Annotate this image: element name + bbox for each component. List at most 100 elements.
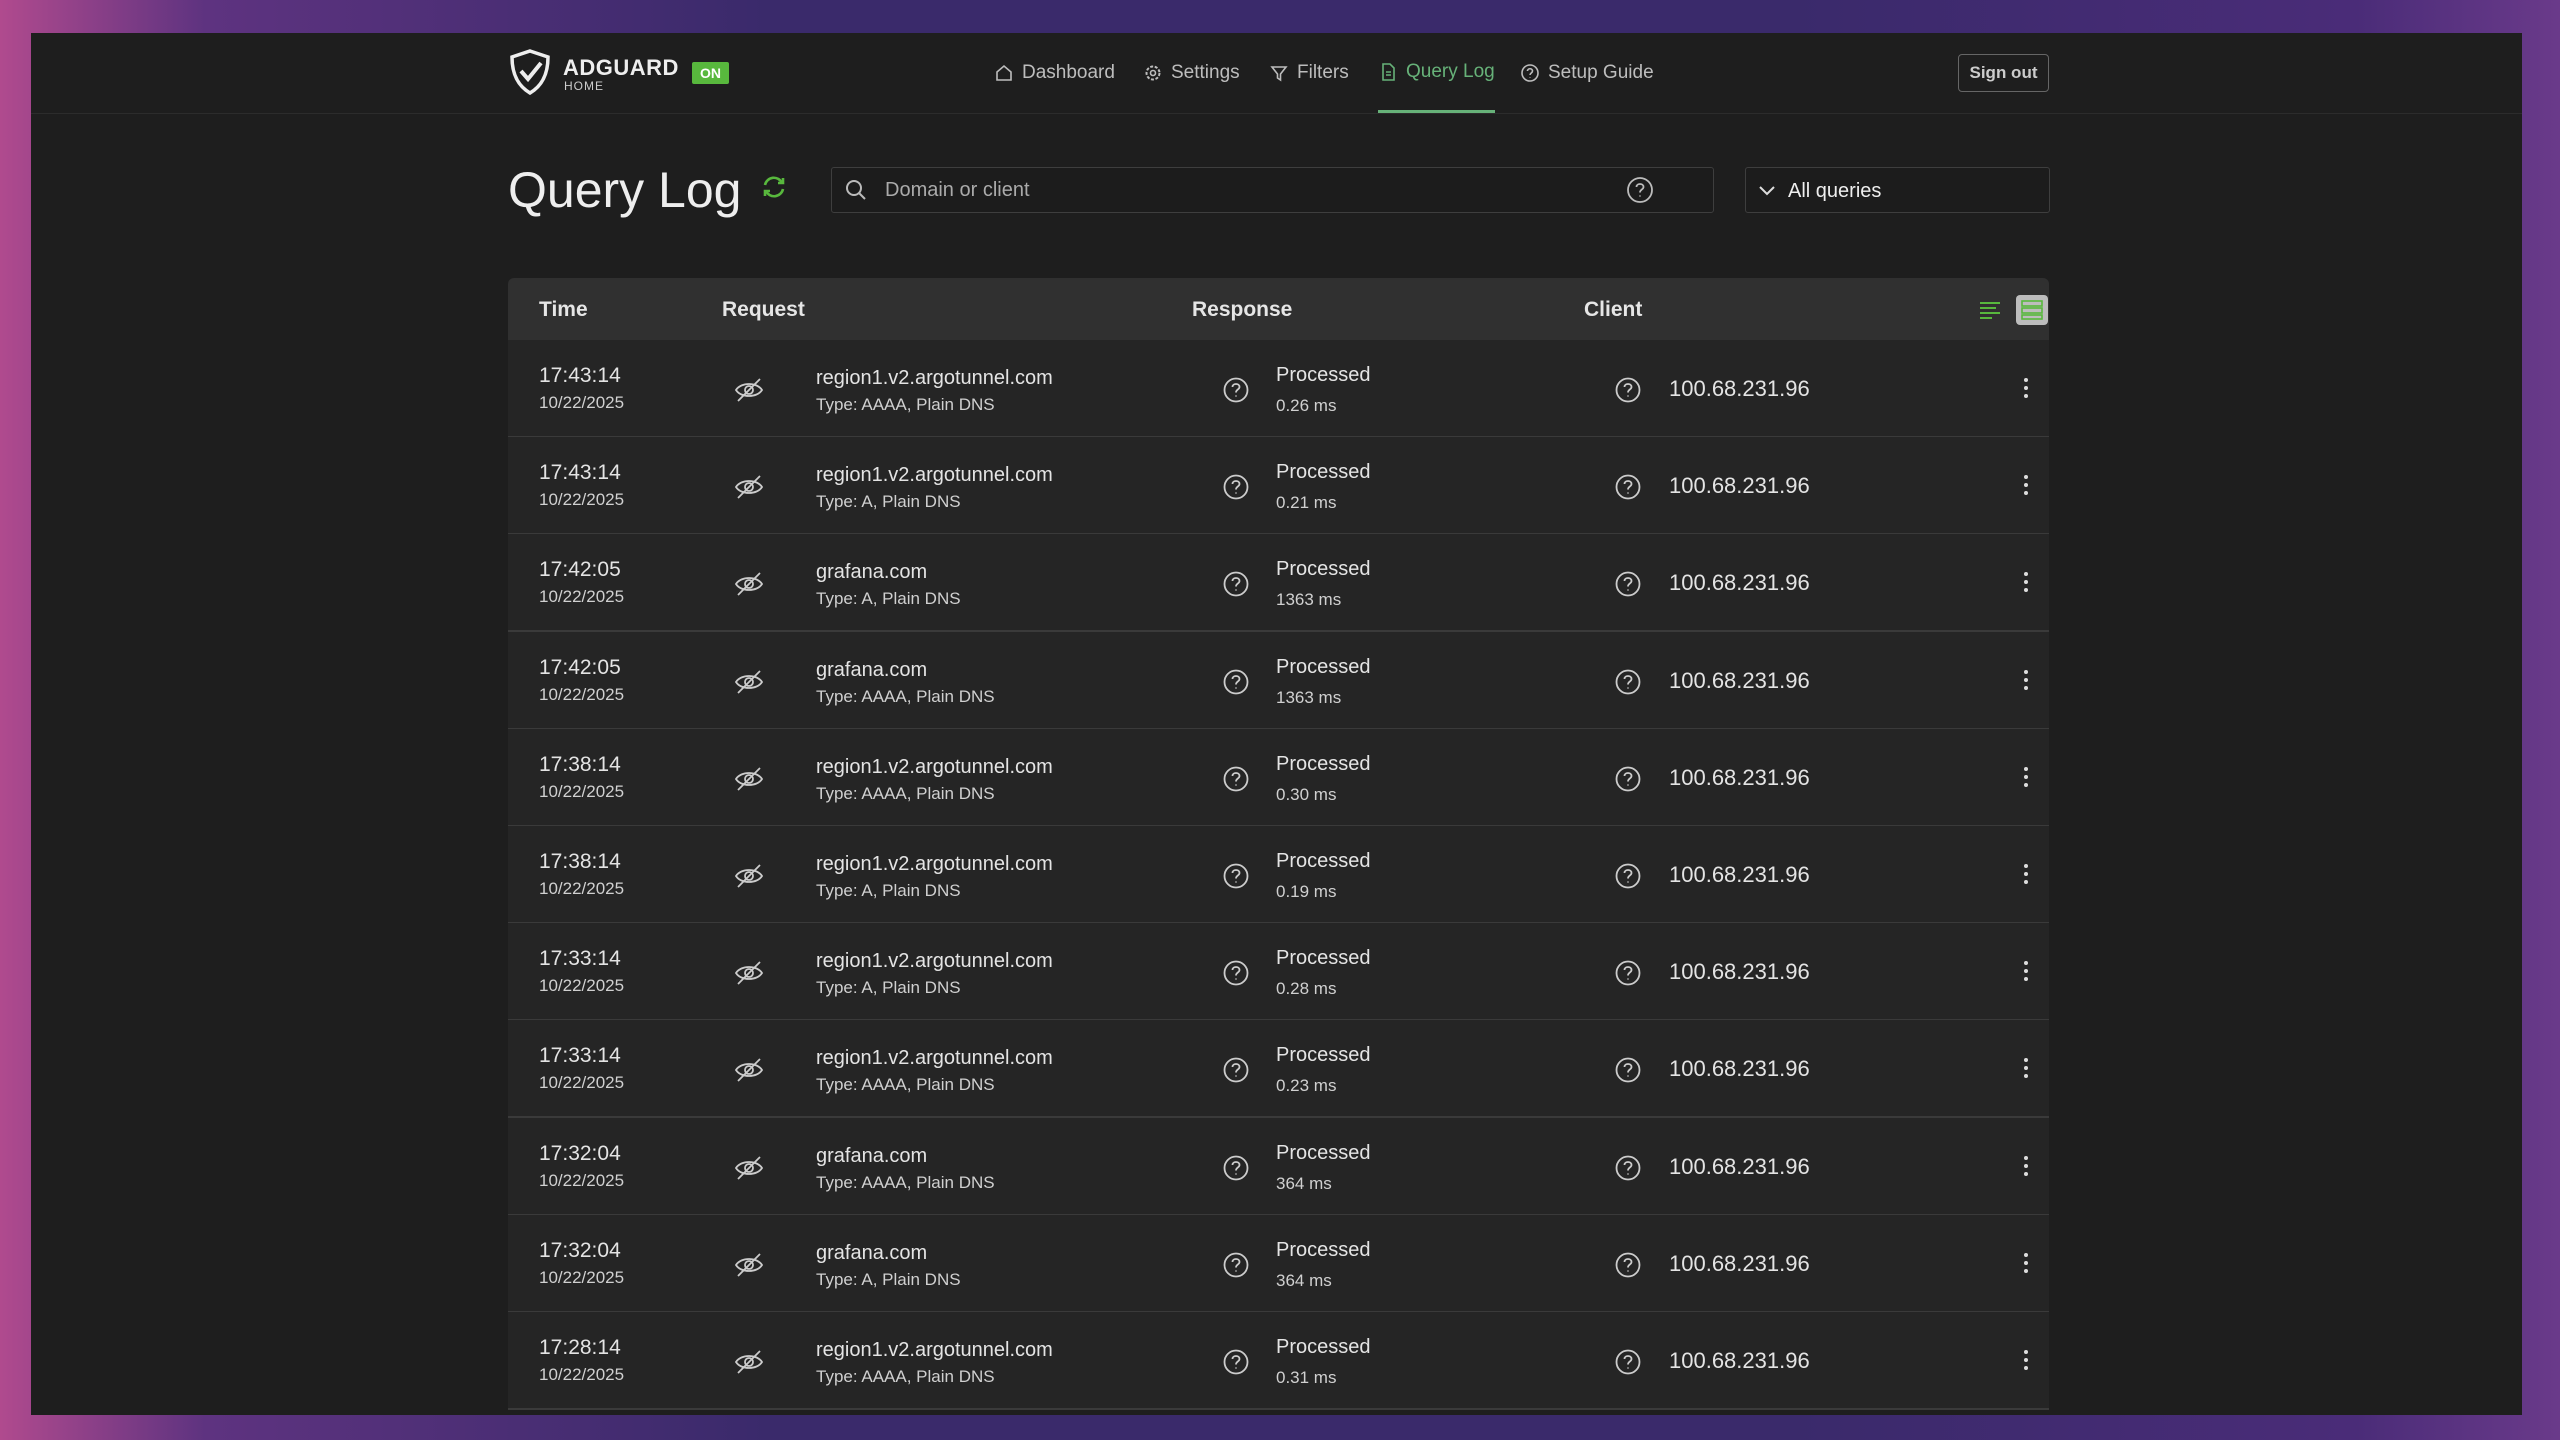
row-menu[interactable] (2022, 1251, 2030, 1275)
date: 10/22/2025 (539, 1073, 625, 1093)
response-status: Processed (1276, 364, 1371, 386)
nav-filters[interactable]: Filters (1269, 33, 1349, 113)
client: 100.68.231.96 (1669, 1153, 1810, 1179)
icon (2024, 1350, 2028, 1370)
response-help-icon[interactable] (1222, 473, 1250, 501)
elapsed: 1363 ms (1276, 590, 1342, 610)
nav-dashboard[interactable]: Dashboard (994, 33, 1115, 113)
domain: grafana.com (816, 658, 928, 681)
row-menu[interactable] (2022, 765, 2030, 789)
default-view-toggle[interactable] (2016, 295, 2048, 325)
client-help-icon[interactable] (1614, 862, 1642, 890)
elapsed: 364 ms (1276, 1270, 1332, 1290)
client-help-icon[interactable] (1614, 1251, 1642, 1279)
hidden-icon[interactable] (733, 668, 765, 696)
hidden-icon[interactable] (733, 765, 765, 793)
time: 17:33:14 (539, 947, 621, 971)
client-help-icon[interactable] (1614, 570, 1642, 598)
search-box[interactable]: Domain or client (831, 167, 1714, 213)
sign-out-button[interactable]: Sign out (1958, 54, 2049, 92)
domain: region1.v2.argotunnel.com (816, 755, 1053, 778)
hidden-icon[interactable] (733, 570, 765, 598)
client-help-icon[interactable] (1614, 668, 1642, 696)
row-menu[interactable] (2022, 570, 2030, 594)
query-type: Type: A, Plain DNS (816, 881, 961, 900)
hidden-icon[interactable] (733, 473, 765, 501)
domain: grafana.com (816, 1144, 928, 1167)
icon (2024, 1058, 2028, 1079)
icon (1615, 1057, 1641, 1083)
row-menu[interactable] (2022, 376, 2030, 400)
nav-query-log[interactable]: Query Log (1378, 33, 1495, 113)
hidden-icon[interactable] (733, 862, 765, 890)
hidden-icon[interactable] (733, 1348, 765, 1376)
nav-setup-guide[interactable]: Setup Guide (1520, 33, 1654, 113)
response-help-icon[interactable] (1222, 765, 1250, 793)
response-status: Processed (1276, 1044, 1371, 1067)
domain: region1.v2.argotunnel.com (816, 464, 1053, 487)
query-type: Type: A, Plain DNS (816, 589, 961, 609)
query-type: Type: A, Plain DNS (816, 978, 961, 998)
client-help-icon[interactable] (1614, 473, 1642, 501)
elapsed: 1363 ms (1276, 687, 1342, 707)
query-row: 17:33:14 10/22/2025 region1.v2.argotunnel.… (508, 1020, 2049, 1119)
client-help-icon[interactable] (1614, 765, 1642, 793)
client-help-icon[interactable] (1614, 1154, 1642, 1182)
row-menu[interactable] (2022, 1154, 2030, 1178)
query-row: 17:38:14 10/22/2025 region1.v2.argotunnel.… (508, 728, 2049, 827)
row-menu[interactable] (2022, 1348, 2030, 1372)
response-status: Processed (1276, 947, 1371, 970)
date: 10/22/2025 (539, 684, 625, 704)
response-help-icon[interactable] (1222, 376, 1250, 404)
refresh-button[interactable] (760, 173, 788, 201)
client: 100.68.231.96 (1669, 473, 1810, 499)
compact-view-toggle[interactable] (1978, 299, 2002, 321)
nav-icon (1270, 66, 1288, 82)
column-header: Response (1192, 298, 1293, 321)
page-title: Query Log (508, 162, 742, 218)
client-help-icon[interactable] (1614, 376, 1642, 404)
hidden-icon[interactable] (733, 959, 765, 987)
client-help-icon[interactable] (1614, 959, 1642, 987)
nav-label: Settings (1171, 62, 1240, 83)
nav-settings[interactable]: Settings (1143, 33, 1240, 113)
response-help-icon[interactable] (1222, 1251, 1250, 1279)
response-status: Processed (1276, 850, 1371, 872)
nav-icon (1145, 65, 1161, 81)
search-placeholder: Domain or client (885, 179, 1030, 201)
response-help-icon[interactable] (1222, 1348, 1250, 1376)
icon (1223, 1349, 1249, 1375)
client-help-icon[interactable] (1614, 1348, 1642, 1376)
client: 100.68.231.96 (1669, 1056, 1810, 1082)
icon (1615, 1252, 1641, 1278)
row-menu[interactable] (2022, 959, 2030, 983)
hidden-icon[interactable] (733, 376, 765, 404)
icon (1223, 571, 1249, 597)
response-help-icon[interactable] (1222, 668, 1250, 696)
response-help-icon[interactable] (1222, 1154, 1250, 1182)
client: 100.68.231.96 (1669, 1348, 1810, 1373)
hidden-icon[interactable] (733, 1251, 765, 1279)
client: 100.68.231.96 (1669, 570, 1810, 596)
client-help-icon[interactable] (1614, 1056, 1642, 1084)
help-icon[interactable] (1626, 176, 1654, 204)
date: 10/22/2025 (539, 393, 625, 412)
status-badge: ON (692, 62, 729, 84)
row-menu[interactable] (2022, 473, 2030, 497)
row-menu[interactable] (2022, 862, 2030, 886)
nav-icon (1521, 64, 1539, 82)
query-filter-select[interactable]: All queries (1745, 167, 2050, 213)
elapsed: 0.19 ms (1276, 882, 1337, 901)
date: 10/22/2025 (539, 1365, 625, 1384)
hidden-icon[interactable] (733, 1154, 765, 1182)
query-type: Type: A, Plain DNS (816, 1269, 961, 1289)
response-help-icon[interactable] (1222, 570, 1250, 598)
row-menu[interactable] (2022, 1056, 2030, 1080)
row-menu[interactable] (2022, 668, 2030, 692)
response-help-icon[interactable] (1222, 1056, 1250, 1084)
icon (734, 378, 764, 402)
hidden-icon[interactable] (733, 1056, 765, 1084)
response-help-icon[interactable] (1222, 959, 1250, 987)
response-help-icon[interactable] (1222, 862, 1250, 890)
